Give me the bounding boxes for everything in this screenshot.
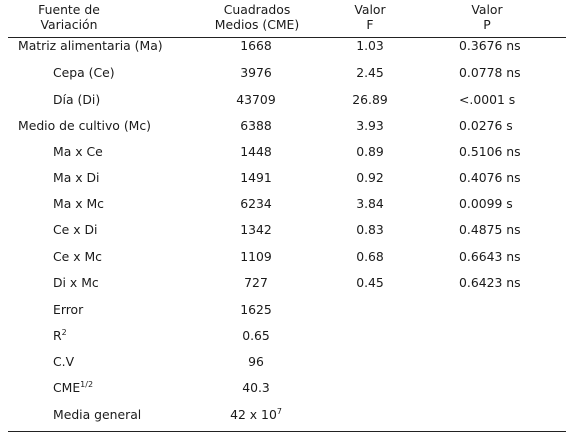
table-row: Cepa (Ce) 3976 2.45 0.0778 ns [0, 63, 572, 83]
header-cme-line1: Cuadrados [223, 2, 291, 17]
table-row: Ma x Di 1491 0.92 0.4076 ns [0, 168, 572, 188]
row-f: 3.84 [356, 196, 384, 211]
row-f: 0.83 [356, 222, 384, 237]
r2-label: R2 [53, 326, 67, 346]
row-cme: 1668 [240, 38, 272, 53]
cv-label: C.V [53, 354, 75, 369]
cme-half-label: CME1/2 [53, 378, 93, 398]
cme-half-superscript: 1/2 [80, 379, 94, 389]
header-fuente-variacion: Fuente de Variación [10, 2, 128, 32]
row-p: 0.6423 ns [459, 275, 521, 290]
table-row: Ma x Mc 6234 3.84 0.0099 s [0, 194, 572, 214]
row-cme: 43709 [236, 92, 276, 107]
row-label: Matriz alimentaria (Ma) [18, 38, 163, 53]
header-p-line2: P [483, 17, 491, 32]
row-p: 0.3676 ns [459, 38, 521, 53]
row-p: 0.0099 s [459, 196, 513, 211]
header-valor-p: Valor P [452, 2, 522, 32]
stat-row-cv: C.V 96 [0, 352, 572, 372]
row-p: 0.6643 ns [459, 249, 521, 264]
row-cme: 1448 [240, 144, 272, 159]
row-p: 0.5106 ns [459, 144, 521, 159]
row-f: 0.45 [356, 275, 384, 290]
row-label: Ma x Mc [53, 196, 104, 211]
media-base: 42 x 10 [230, 407, 277, 422]
media-label: Media general [53, 407, 142, 422]
cv-value: 96 [248, 354, 264, 369]
row-p: 0.0778 ns [459, 65, 521, 80]
row-label: Ce x Di [53, 222, 98, 237]
stat-row-error: Error 1625 [0, 300, 572, 320]
r2-base: R [53, 328, 62, 343]
row-p: <.0001 s [459, 92, 516, 107]
row-cme: 727 [244, 275, 268, 290]
row-p: 0.4875 ns [459, 222, 521, 237]
row-label: Ce x Mc [53, 249, 102, 264]
row-f: 2.45 [356, 65, 384, 80]
stat-row-cme-half: CME1/2 40.3 [0, 378, 572, 398]
r2-superscript: 2 [61, 327, 67, 337]
row-cme: 6388 [240, 118, 272, 133]
row-f: 26.89 [352, 92, 388, 107]
stat-row-r2: R2 0.65 [0, 326, 572, 346]
row-p: 0.4076 ns [459, 170, 521, 185]
table-row: Matriz alimentaria (Ma) 1668 1.03 0.3676… [0, 36, 572, 56]
row-f: 3.93 [356, 118, 384, 133]
header-cme-line2: Medios (CME) [214, 17, 300, 32]
row-cme: 1342 [240, 222, 272, 237]
table-header: Fuente de Variación Cuadrados Medios (CM… [0, 2, 572, 36]
header-p-line1: Valor [471, 2, 503, 17]
r2-value: 0.65 [242, 328, 270, 343]
table-bottom-rule [8, 431, 566, 432]
header-fuente-line1: Fuente de [38, 2, 100, 17]
stat-row-media: Media general 42 x 107 [0, 405, 572, 425]
table-row: Ce x Di 1342 0.83 0.4875 ns [0, 220, 572, 240]
row-cme: 6234 [240, 196, 272, 211]
header-valor-f: Valor F [340, 2, 400, 32]
row-label: Ma x Di [53, 170, 100, 185]
table-row: Día (Di) 43709 26.89 <.0001 s [0, 90, 572, 110]
row-f: 0.68 [356, 249, 384, 264]
media-value: 42 x 107 [196, 405, 316, 425]
cme-half-base: CME [53, 380, 81, 395]
header-cuadrados-medios: Cuadrados Medios (CME) [203, 2, 311, 32]
row-label: Medio de cultivo (Mc) [18, 118, 151, 133]
header-fuente-line2: Variación [40, 17, 98, 32]
cme-half-value: 40.3 [242, 380, 270, 395]
header-f-line2: F [366, 17, 374, 32]
table-row: Medio de cultivo (Mc) 6388 3.93 0.0276 s [0, 116, 572, 136]
table-row: Ce x Mc 1109 0.68 0.6643 ns [0, 247, 572, 267]
row-label: Ma x Ce [53, 144, 103, 159]
row-cme: 1491 [240, 170, 272, 185]
header-divider [8, 37, 566, 38]
row-label: Cepa (Ce) [53, 65, 115, 80]
row-label: Di x Mc [53, 275, 99, 290]
row-cme: 1109 [240, 249, 272, 264]
table-row: Ma x Ce 1448 0.89 0.5106 ns [0, 142, 572, 162]
row-f: 0.89 [356, 144, 384, 159]
row-label: Día (Di) [53, 92, 101, 107]
row-f: 1.03 [356, 38, 384, 53]
table-row: Di x Mc 727 0.45 0.6423 ns [0, 273, 572, 293]
error-value: 1625 [240, 302, 272, 317]
error-label: Error [53, 302, 84, 317]
row-f: 0.92 [356, 170, 384, 185]
media-superscript: 7 [276, 406, 282, 416]
header-f-line1: Valor [354, 2, 386, 17]
row-p: 0.0276 s [459, 118, 513, 133]
row-cme: 3976 [240, 65, 272, 80]
